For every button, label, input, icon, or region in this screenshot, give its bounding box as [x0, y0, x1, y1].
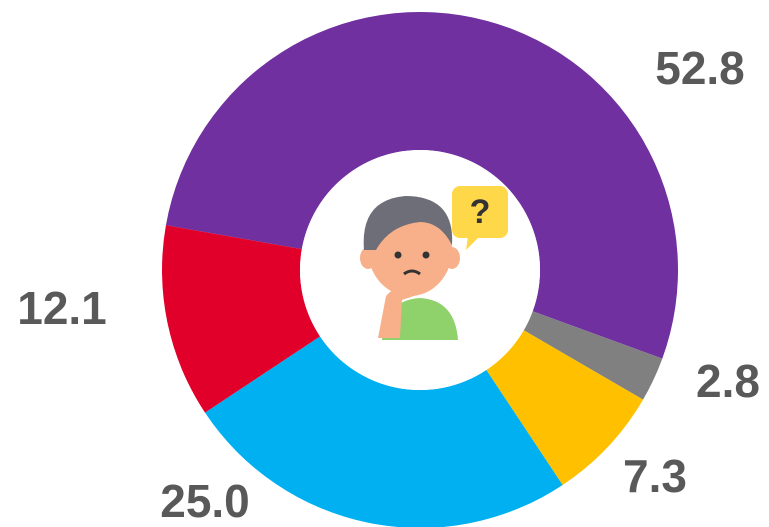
labels: 52.8 2.87.3 25.0 12.1 — [17, 42, 760, 527]
data-label: 7.3 — [623, 450, 687, 502]
slices — [162, 11, 679, 527]
slice — [205, 336, 563, 527]
slice — [523, 311, 663, 400]
data-label: 2.8 — [696, 355, 760, 407]
data-label: 25.0 — [160, 475, 250, 527]
data-label: 52.8 — [655, 42, 745, 94]
data-label: 12.1 — [17, 282, 107, 334]
thinking-icon: ? — [360, 186, 508, 340]
slice — [162, 225, 321, 413]
svg-text:?: ? — [470, 193, 491, 231]
slice — [165, 11, 679, 359]
slice — [486, 330, 644, 485]
